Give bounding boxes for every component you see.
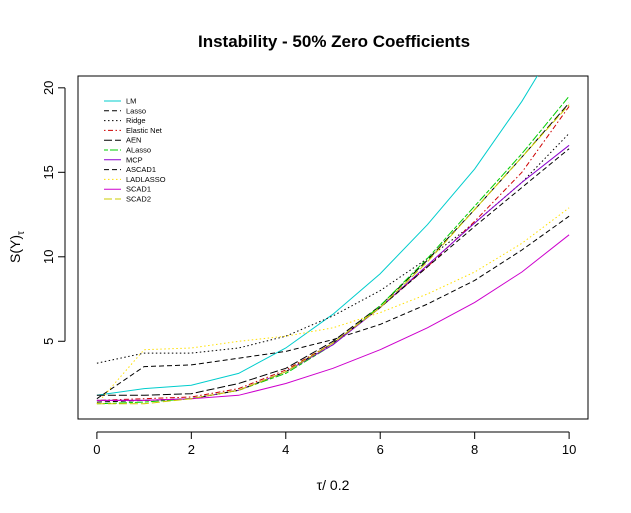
x-axis: 0 2 4 6 8 10 xyxy=(93,431,576,457)
x-tick-label: 10 xyxy=(562,442,576,457)
series-line-ascad1 xyxy=(96,148,570,403)
series-line-alasso xyxy=(96,95,570,405)
y-axis-label-sub: τ xyxy=(16,231,27,235)
legend-label: MCP xyxy=(126,155,143,164)
series-line-ladlasso xyxy=(96,207,570,405)
y-axis: 5 10 15 20 xyxy=(41,81,66,345)
legend-label: LM xyxy=(126,97,136,106)
x-tick-label: 0 xyxy=(93,442,100,457)
y-axis-label-main: S(Y) xyxy=(7,235,23,263)
x-tick-label: 6 xyxy=(377,442,384,457)
series-line-lm xyxy=(96,76,538,396)
series-line-aen xyxy=(96,102,570,396)
plot-frame xyxy=(77,75,589,420)
legend-label: Lasso xyxy=(126,106,146,115)
legend-label: Elastic Net xyxy=(126,126,163,135)
legend-label: ALasso xyxy=(126,146,151,155)
series-line-lasso xyxy=(96,215,570,400)
y-tick-label: 20 xyxy=(41,81,56,95)
x-axis-label: τ/ 0.2 xyxy=(317,477,350,493)
y-tick-label: 10 xyxy=(41,250,56,264)
x-tick-label: 2 xyxy=(188,442,195,457)
legend-label: ASCAD1 xyxy=(126,165,156,174)
series-line-elastic-net xyxy=(96,106,570,401)
y-axis-label: S(Y)τ xyxy=(7,231,27,263)
legend-label: Ridge xyxy=(126,116,146,125)
chart-title: Instability - 50% Zero Coefficients xyxy=(198,32,470,51)
x-tick-label: 8 xyxy=(471,442,478,457)
x-tick-label: 4 xyxy=(282,442,289,457)
y-tick-label: 5 xyxy=(41,338,56,345)
series-line-scad2 xyxy=(96,104,570,405)
series-layer xyxy=(96,76,570,405)
series-line-scad1 xyxy=(96,234,570,401)
series-line-ridge xyxy=(96,133,570,364)
legend-label: LADLASSO xyxy=(126,175,166,184)
legend-label: SCAD1 xyxy=(126,185,151,194)
y-tick-label: 15 xyxy=(41,165,56,179)
legend-label: AEN xyxy=(126,136,141,145)
legend-label: SCAD2 xyxy=(126,195,151,204)
